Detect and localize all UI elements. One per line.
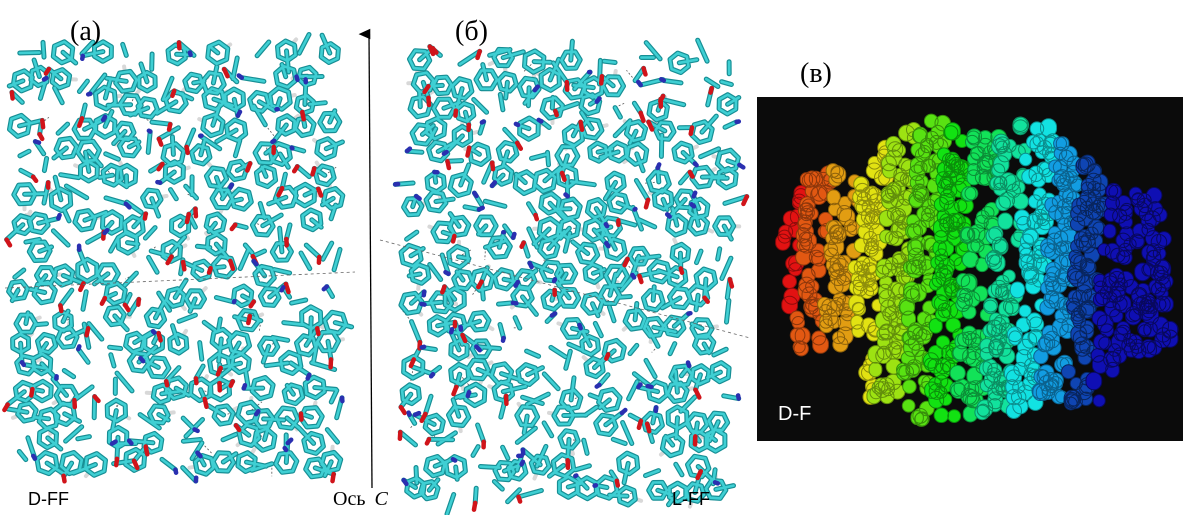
molecule-d-ff [4,35,355,482]
panel-letter: (б) [455,16,488,47]
panel-letter: (а) [70,16,101,47]
molecule-l-ff [380,40,750,514]
panel-letter: (в) [800,58,832,89]
c-axis-arrow [369,34,372,488]
page: (а) (б) (в) D-FF L-FF D-F Ось C (() => {… [0,0,1190,515]
axis-label-text: Ось [333,488,365,510]
figure: (а) (б) (в) D-FF L-FF D-F Ось C [0,0,1190,515]
axis-label: Ось C [333,488,388,510]
panel-label: D-F [778,403,811,425]
axis-label-symbol: C [374,488,388,510]
panel-label: L-FF [672,489,710,509]
panel-label: D-FF [28,489,69,509]
